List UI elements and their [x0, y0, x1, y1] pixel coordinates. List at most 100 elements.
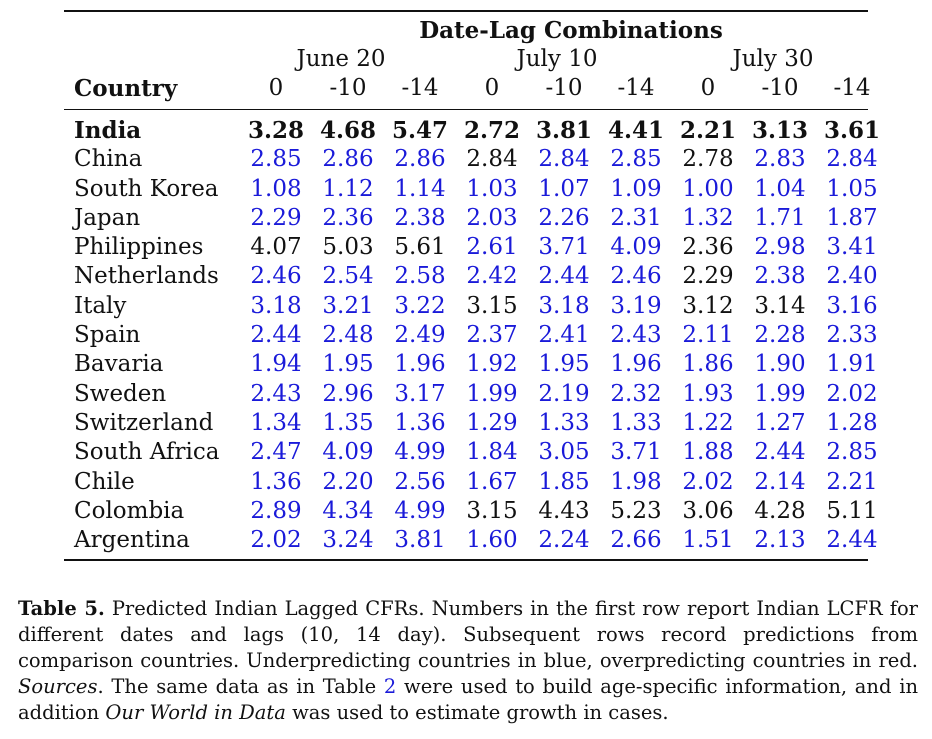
date-header-row: June 20 July 10 July 30 [64, 45, 868, 74]
table-cell: 1.34 [250, 409, 302, 436]
table-cell: 2.36 [322, 204, 374, 231]
table-cell: 2.49 [394, 322, 446, 349]
table-cell: 2.96 [322, 380, 374, 407]
table-cell: 4.41 [607, 117, 665, 144]
table-cell: 2.14 [754, 468, 806, 495]
table-cell: 3.06 [682, 497, 734, 524]
table-cell: 3.14 [754, 292, 806, 319]
caption-text: was used to estimate growth in cases. [285, 701, 669, 724]
table-row: Colombia 2.89 4.34 4.99 3.15 4.43 5.23 3.06 4.28… [64, 497, 878, 526]
table-cell: 1.09 [610, 175, 662, 202]
table-cell: 4.09 [610, 234, 662, 261]
table-cell: 1.03 [466, 175, 518, 202]
table-cell: 4.28 [754, 497, 806, 524]
table-row: Switzerland 1.34 1.35 1.36 1.29 1.33 1.33 1.22 1… [64, 409, 878, 438]
table-cell: 2.48 [322, 322, 374, 349]
table-cell: 1.99 [466, 380, 518, 407]
table-cell: 1.87 [826, 204, 878, 231]
country-name: Philippines [74, 234, 204, 261]
table-cell: 3.15 [466, 497, 518, 524]
country-name: Colombia [74, 497, 185, 524]
lag-header: -14 [833, 75, 871, 101]
table-cell: 2.21 [826, 468, 878, 495]
country-name: South Korea [74, 175, 219, 202]
mid-rule [64, 109, 868, 110]
table-cell: 3.19 [610, 292, 662, 319]
country-header: Country [74, 75, 178, 102]
table-cell: 2.46 [250, 263, 302, 290]
table-cell: 2.33 [826, 322, 878, 349]
table-cell: 2.44 [754, 439, 806, 466]
table-cell: 2.46 [610, 263, 662, 290]
table-cell: 2.56 [394, 468, 446, 495]
table-cell: 2.13 [754, 527, 806, 554]
table-cell: 2.44 [250, 322, 302, 349]
table-cell: 3.18 [538, 292, 590, 319]
date-label: June 20 [296, 46, 386, 72]
table-cell: 2.85 [610, 146, 662, 173]
table-cell: 4.99 [394, 439, 446, 466]
table-cell: 4.34 [322, 497, 374, 524]
table-cell: 2.54 [322, 263, 374, 290]
country-name: Sweden [74, 380, 167, 407]
table-body: India 3.28 4.68 5.47 2.72 3.81 4.41 2.21 3.13 3.6… [64, 116, 880, 555]
table-cell: 1.04 [754, 175, 806, 202]
table-cell: 1.33 [610, 409, 662, 436]
table-cell: 1.96 [394, 351, 446, 378]
table-cell: 2.41 [538, 322, 590, 349]
lag-header: -10 [329, 75, 367, 101]
table-cell: 1.22 [682, 409, 734, 436]
table-cell: 3.81 [535, 117, 593, 144]
table-cell: 1.67 [466, 468, 518, 495]
table-cell: 1.12 [322, 175, 374, 202]
table-cell: 2.03 [466, 204, 518, 231]
table-row: South Africa 2.47 4.09 4.99 1.84 3.05 3.71 1.88… [64, 438, 878, 467]
table-cell: 1.94 [250, 351, 302, 378]
table-cell: 5.23 [610, 497, 662, 524]
table-cell: 5.03 [322, 234, 374, 261]
caption-label: Table 5. [18, 597, 105, 620]
country-name: Switzerland [74, 409, 214, 436]
table-cell: 1.86 [682, 351, 734, 378]
table-cell: 1.88 [682, 439, 734, 466]
table-cell: 1.36 [250, 468, 302, 495]
results-table: Date-Lag Combinations June 20 July 10 Ju… [64, 10, 880, 562]
table-row: Netherlands 2.46 2.54 2.58 2.42 2.44 2.46 2.29 2… [64, 262, 878, 291]
table-cell: 4.09 [322, 439, 374, 466]
table-cell: 1.95 [538, 351, 590, 378]
table-cell: 3.21 [322, 292, 374, 319]
table-cell: 3.81 [394, 527, 446, 554]
table-cell: 3.22 [394, 292, 446, 319]
table-reference-link[interactable]: 2 [383, 675, 397, 698]
table-cell: 2.26 [538, 204, 590, 231]
table-cell: 1.00 [682, 175, 734, 202]
table-cell: 2.38 [394, 204, 446, 231]
table-cell: 3.28 [247, 117, 305, 144]
table-row: South Korea 1.08 1.12 1.14 1.03 1.07 1.09 1.00 1… [64, 175, 878, 204]
table-cell: 3.13 [751, 117, 809, 144]
table-row: Argentina 2.02 3.24 3.81 1.60 2.24 2.66 1.51 2.1… [64, 526, 878, 555]
lag-header: 0 [700, 75, 716, 101]
table-cell: 2.85 [826, 439, 878, 466]
table-cell: 4.99 [394, 497, 446, 524]
caption-text: . The same data as in Table [97, 675, 384, 698]
table-cell: 2.28 [754, 322, 806, 349]
table-cell: 2.66 [610, 527, 662, 554]
table-cell: 3.71 [538, 234, 590, 261]
table-cell: 1.96 [610, 351, 662, 378]
table-cell: 2.42 [466, 263, 518, 290]
table-cell: 2.02 [682, 468, 734, 495]
table-cell: 3.18 [250, 292, 302, 319]
table-row: China 2.85 2.86 2.86 2.84 2.84 2.85 2.78 2.83 2.8… [64, 145, 878, 174]
table-cell: 1.28 [826, 409, 878, 436]
bottom-rule [64, 559, 868, 562]
table-cell: 3.15 [466, 292, 518, 319]
caption-text: Predicted Indian Lagged CFRs. Numbers in… [18, 597, 919, 672]
table-row: Chile 1.36 2.20 2.56 1.67 1.85 1.98 2.02 2.14 2.2… [64, 468, 878, 497]
country-name: South Africa [74, 439, 220, 466]
table-cell: 2.72 [463, 117, 521, 144]
table-cell: 1.07 [538, 175, 590, 202]
table-cell: 2.02 [250, 527, 302, 554]
table-cell: 2.84 [466, 146, 518, 173]
table-cell: 2.31 [610, 204, 662, 231]
